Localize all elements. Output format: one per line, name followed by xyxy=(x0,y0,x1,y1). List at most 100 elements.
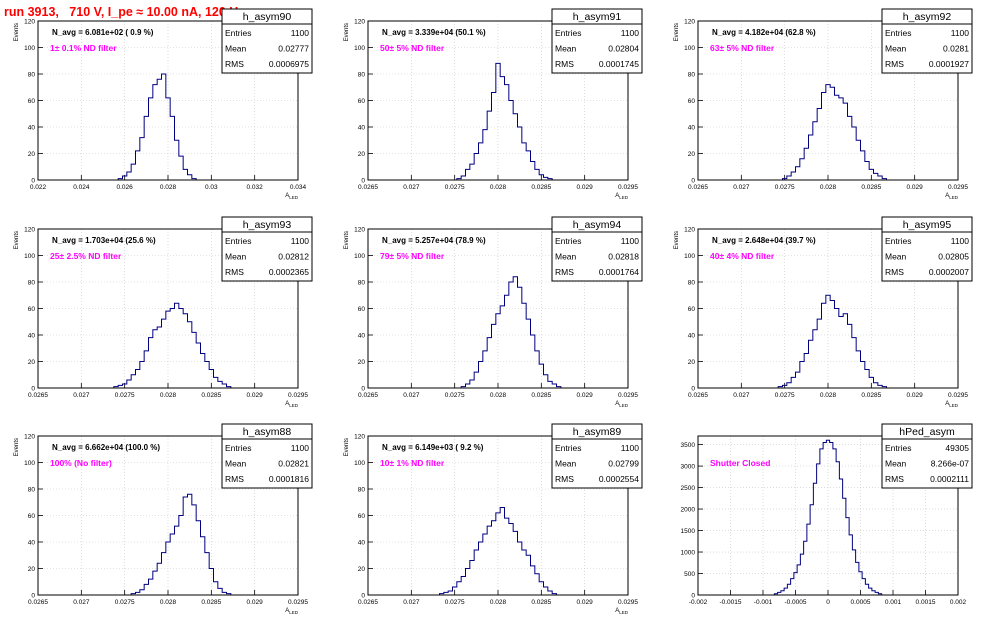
histogram-bin xyxy=(865,369,869,388)
x-tick-label: 0.0275 xyxy=(775,392,795,399)
x-axis-label: ALED xyxy=(615,608,629,615)
histogram-bin xyxy=(140,138,144,180)
y-tick-label: 60 xyxy=(358,98,366,105)
x-tick-label: 0.027 xyxy=(733,392,750,399)
histogram-bin xyxy=(548,591,552,595)
histogram-bin xyxy=(518,287,522,388)
histogram-bin xyxy=(127,380,131,388)
plot-frame xyxy=(37,228,299,389)
histogram-bin xyxy=(833,449,836,595)
histogram-bin xyxy=(505,518,509,595)
histogram-bin xyxy=(836,462,839,595)
histogram-bin xyxy=(474,372,478,388)
y-tick-label: 120 xyxy=(354,19,365,26)
x-tick-label: 0.001 xyxy=(885,599,902,606)
x-tick-label: -0.0005 xyxy=(784,599,806,606)
stats-box xyxy=(881,423,973,489)
y-axis-label: Events xyxy=(344,231,350,249)
filter-annotation: 1± 0.1% ND filter xyxy=(50,43,117,53)
histogram-bin xyxy=(448,591,452,595)
x-tick-label: 0.034 xyxy=(290,184,307,191)
y-tick-label: 100 xyxy=(24,253,35,260)
x-tick-label: 0.028 xyxy=(490,184,507,191)
x-tick-label: 0.027 xyxy=(403,184,420,191)
stats-label: RMS xyxy=(225,59,244,69)
stats-label: Entries xyxy=(555,28,581,38)
x-tick-label: 0.028 xyxy=(160,392,177,399)
histogram-bin xyxy=(820,449,823,595)
histogram-bin xyxy=(552,384,556,388)
histogram-bin xyxy=(201,537,205,595)
histogram-bin xyxy=(218,381,222,388)
histogram-bin xyxy=(179,516,183,596)
stats-label: Mean xyxy=(225,44,247,54)
histogram-bin xyxy=(153,330,157,388)
histogram-bin xyxy=(162,553,166,595)
histogram-bin xyxy=(487,111,491,180)
histogram-bin xyxy=(791,377,795,388)
histogram-bin xyxy=(544,375,548,388)
y-axis-label: Events xyxy=(344,438,350,456)
x-tick-label: 0.0285 xyxy=(201,392,221,399)
histogram-bin xyxy=(153,571,157,595)
histogram-bin xyxy=(483,130,487,180)
stats-label: RMS xyxy=(885,474,904,484)
x-tick-label: 0.0265 xyxy=(358,184,378,191)
histogram-bin xyxy=(804,148,808,180)
histogram-bin xyxy=(852,338,856,388)
y-tick-label: 60 xyxy=(28,98,36,105)
histogram-name: h_asym94 xyxy=(573,219,622,231)
y-tick-label: 80 xyxy=(688,72,696,79)
y-tick-label: 3000 xyxy=(681,464,696,471)
histogram-bin xyxy=(474,550,478,595)
x-tick-label: 0.028 xyxy=(160,184,177,191)
histogram-bin xyxy=(127,172,131,180)
stats-value: 49305 xyxy=(945,443,969,453)
y-tick-label: 0 xyxy=(31,178,35,185)
filter-annotation: 100% (No filter) xyxy=(50,458,112,468)
y-tick-label: 20 xyxy=(28,359,36,366)
x-tick-label: 0.027 xyxy=(73,392,90,399)
histogram-bin xyxy=(192,505,196,595)
x-axis-label-sub: LED xyxy=(289,195,299,200)
x-tick-label: 0.027 xyxy=(403,392,420,399)
x-tick-label: 0.002 xyxy=(950,599,967,606)
x-axis-label-main: A xyxy=(945,401,949,407)
y-tick-label: 0 xyxy=(691,593,695,600)
histogram-series xyxy=(782,84,887,180)
stats-value: 0.0281 xyxy=(943,44,969,54)
histogram-bin xyxy=(466,569,470,596)
histogram-bin xyxy=(848,116,852,180)
plot-frame xyxy=(697,20,959,181)
histogram-bin xyxy=(183,497,187,595)
x-tick-label: -0.002 xyxy=(689,599,708,606)
y-tick-label: 100 xyxy=(354,253,365,260)
histogram-bin xyxy=(544,587,548,595)
histogram-bin xyxy=(196,343,200,388)
y-tick-label: 60 xyxy=(688,306,696,313)
histogram-bin xyxy=(483,534,487,595)
stats-box xyxy=(221,216,313,282)
y-tick-label: 2000 xyxy=(681,507,696,514)
y-tick-label: 40 xyxy=(28,540,36,547)
histogram-bin xyxy=(800,362,804,389)
filter-annotation: 79± 5% ND filter xyxy=(380,251,445,261)
histogram-bin xyxy=(874,173,878,180)
histogram-series xyxy=(773,439,883,595)
x-tick-label: 0.029 xyxy=(907,184,924,191)
x-tick-label: 0.0275 xyxy=(775,184,795,191)
y-tick-label: 40 xyxy=(358,540,366,547)
x-axis-label-main: A xyxy=(615,401,619,407)
x-tick-label: 0.032 xyxy=(247,184,264,191)
histogram-bin xyxy=(513,277,517,388)
histogram-bin xyxy=(856,140,860,180)
plot-frame xyxy=(367,228,629,389)
histogram-series xyxy=(130,493,232,595)
stats-value: 0.02818 xyxy=(608,252,639,262)
stats-value: 0.02812 xyxy=(278,252,309,262)
x-tick-label: 0.022 xyxy=(30,184,47,191)
stats-value: 1100 xyxy=(621,28,640,38)
histogram-bin xyxy=(522,550,526,595)
histogram-bin xyxy=(487,526,491,595)
